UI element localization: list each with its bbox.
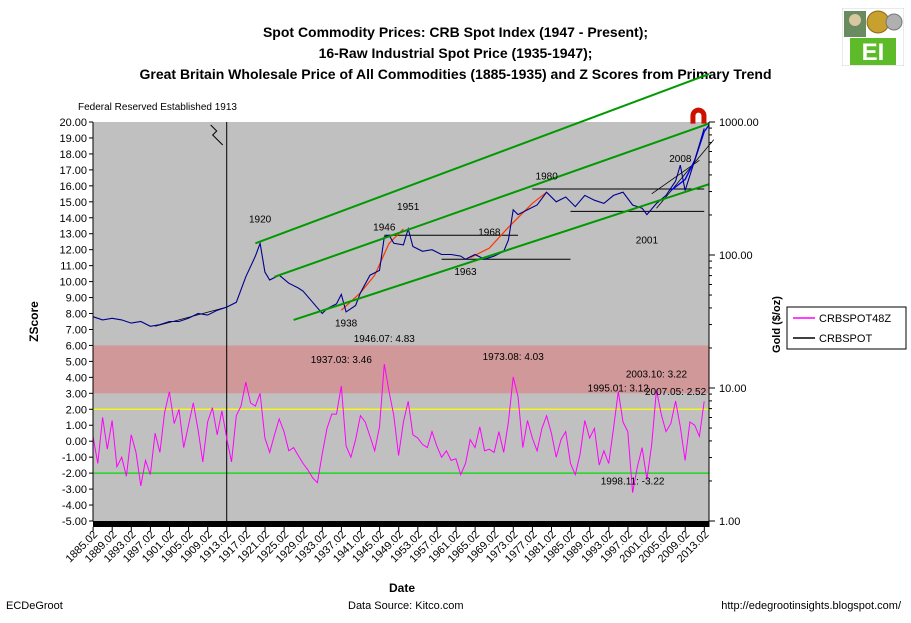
acceleration-curve: [469, 191, 547, 259]
y-tick-label: 16.00: [59, 181, 87, 193]
annotation-label: 1920: [249, 215, 272, 226]
y2-axis-title: Gold ($/oz): [771, 296, 783, 353]
y-tick-label: 1.00: [66, 420, 87, 432]
y2-tick-label: 10.00: [719, 383, 747, 395]
annotation-label: 2007.05: 2.52: [645, 387, 707, 398]
annotation-label: 1938: [335, 318, 358, 329]
y-tick-label: -4.00: [62, 500, 87, 512]
legend-label-crb: CRBSPOT: [819, 333, 872, 345]
trend-line-thin: [656, 139, 715, 209]
trend-channel-line: [274, 122, 710, 278]
annotation-label: 1946.07: 4.83: [354, 334, 416, 345]
y-tick-label: 18.00: [59, 149, 87, 161]
y-tick-label: 13.00: [59, 229, 87, 241]
chart-title-line-3: Great Britain Wholesale Price of All Com…: [139, 66, 772, 82]
y-tick-label: 11.00: [60, 261, 87, 273]
annotation-label: 1995.01: 3.12: [588, 384, 650, 395]
acceleration-curve: [340, 228, 404, 311]
y-tick-label: -5.00: [62, 516, 87, 528]
y-tick-label: 2.00: [66, 404, 87, 416]
y-tick-label: -3.00: [62, 484, 87, 496]
logo-text: EI: [862, 39, 885, 66]
legend-label-z: CRBSPOT48Z: [819, 313, 891, 325]
y-tick-label: 15.00: [59, 197, 87, 209]
y-tick-label: 17.00: [59, 165, 87, 177]
y2-tick-label: 1000.00: [719, 117, 759, 129]
legend-box: [786, 306, 907, 350]
y-tick-label: -1.00: [62, 452, 87, 464]
y-tick-label: 20.00: [59, 117, 87, 129]
annotation-label: 1968: [478, 227, 501, 238]
annotation-label: 1980: [536, 171, 559, 182]
plot-area: [93, 122, 709, 521]
annotation-label: 1937.03: 3.46: [311, 355, 373, 366]
extreme-zone-band: [93, 345, 709, 394]
y-tick-label: 12.00: [59, 245, 87, 257]
chart-title-line-2: 16-Raw Industrial Spot Price (1935-1947)…: [318, 45, 593, 61]
annotation-label: 2001: [636, 235, 659, 246]
annotation-label: 1998.11: -3.22: [601, 476, 665, 487]
y-tick-label: 14.00: [59, 213, 87, 225]
y-tick-label: 8.00: [66, 309, 87, 321]
annotation-label: 1946: [373, 223, 396, 234]
footer-url[interactable]: http://edegrootinsights.blogspot.com/: [721, 600, 901, 612]
series-crbspot48z: [92, 364, 705, 493]
y-tick-label: 4.00: [66, 372, 87, 384]
x-axis-bar: [93, 521, 709, 527]
y-tick-label: 19.00: [59, 133, 87, 145]
chart-title-line-1: Spot Commodity Prices: CRB Spot Index (1…: [262, 24, 649, 40]
y-tick-label: 9.00: [66, 293, 87, 305]
y-tick-label: 6.00: [66, 340, 87, 352]
y-tick-label: 0.00: [66, 436, 87, 448]
trend-channel-line: [255, 73, 710, 245]
x-axis-title: Date: [389, 581, 415, 595]
y-tick-label: 5.00: [66, 356, 87, 368]
y-tick-label: 7.00: [66, 324, 87, 336]
ei-logo: EI: [841, 7, 905, 67]
annotation-label: 1963: [454, 267, 477, 278]
y-tick-label: 10.00: [59, 277, 87, 289]
annotation-label: 1951: [397, 202, 420, 213]
squiggle-mark: [210, 124, 224, 146]
annotation-label: 2008: [669, 154, 692, 165]
y2-tick-label: 1.00: [719, 516, 740, 528]
annotation-label: 2003.10: 3.22: [626, 369, 688, 380]
footer-author: ECDeGroot: [6, 600, 63, 612]
y-axis-title: ZScore: [27, 301, 41, 342]
magnet-icon: [690, 107, 707, 124]
annotation-label: 1973.08: 4.03: [483, 352, 545, 363]
y-tick-label: 3.00: [66, 388, 87, 400]
y-tick-label: -2.00: [62, 468, 87, 480]
series-crbspot: [92, 128, 705, 327]
y2-tick-label: 100.00: [719, 250, 753, 262]
fed-established-label: Federal Reserved Established 1913: [78, 102, 237, 113]
trend-channel-line: [293, 183, 710, 321]
footer-source: Data Source: Kitco.com: [348, 600, 464, 612]
